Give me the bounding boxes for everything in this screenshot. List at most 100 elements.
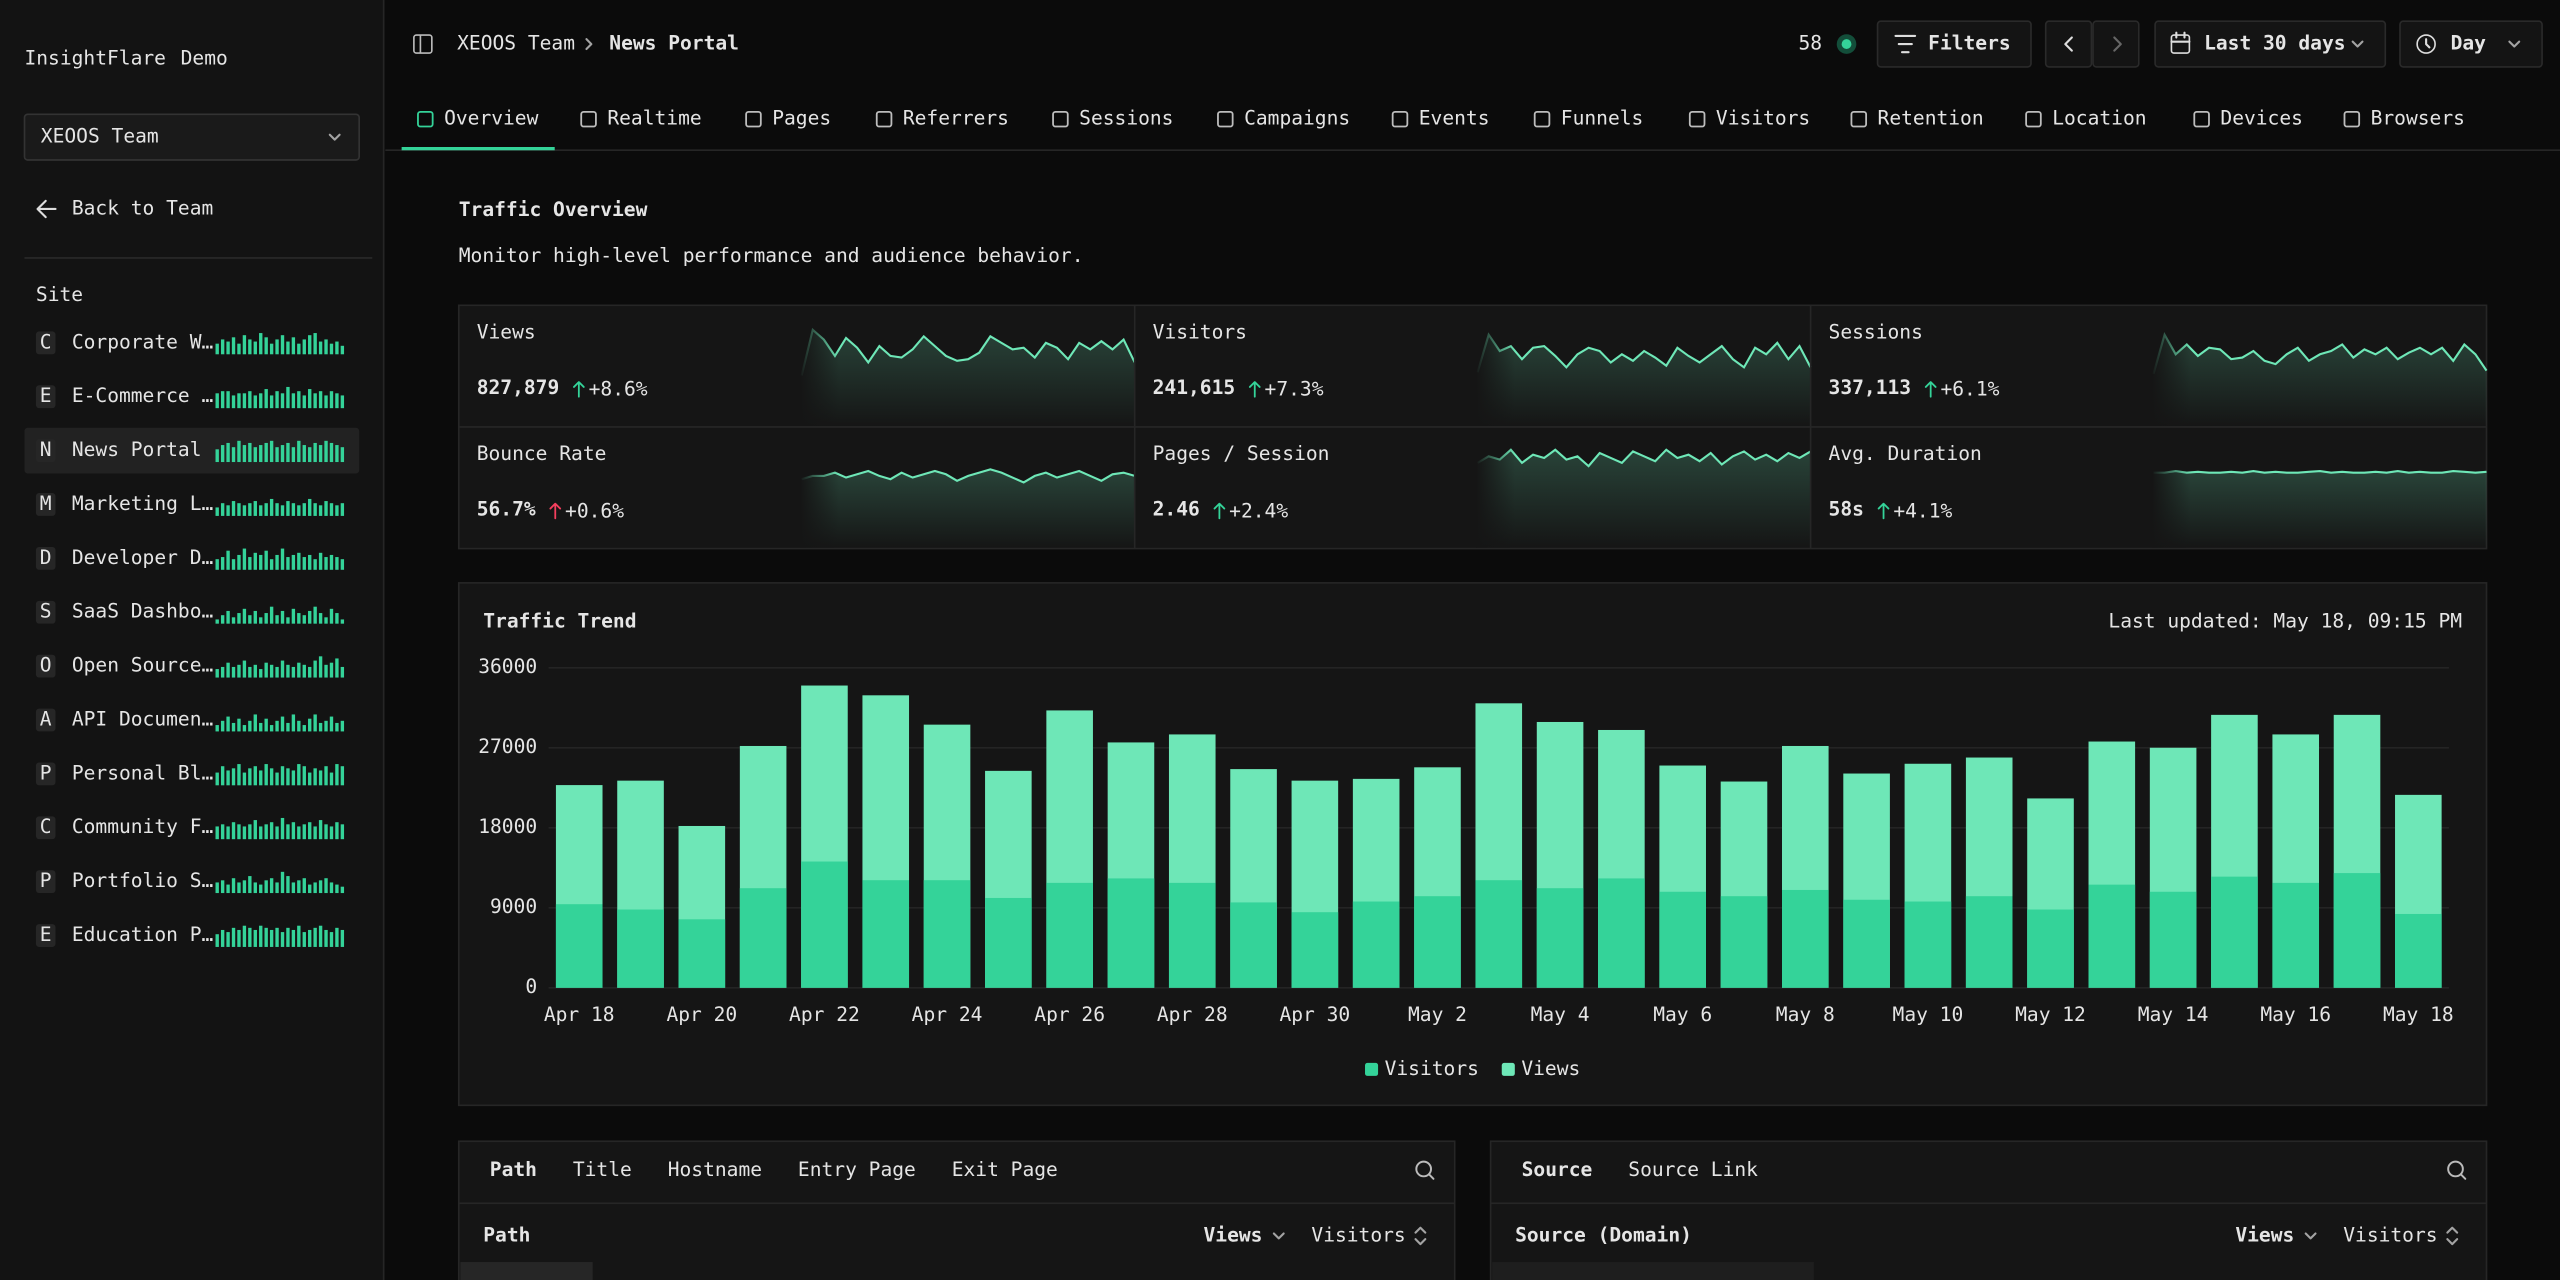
site-name[interactable]: Open Source… — [72, 654, 213, 677]
site-sparkbar — [237, 929, 241, 947]
search-icon[interactable] — [2447, 1160, 2464, 1178]
site-sparkbar — [253, 766, 257, 786]
site-sparkbar — [275, 927, 279, 947]
tab[interactable]: Browsers — [2371, 107, 2465, 130]
site-name[interactable]: Community F… — [72, 815, 213, 838]
range-button[interactable] — [2154, 20, 2387, 68]
site-sparkbar — [215, 772, 219, 786]
tab[interactable]: Funnels — [1561, 107, 1644, 130]
site-sparkbar — [215, 507, 219, 516]
tab[interactable]: Overview — [444, 107, 539, 130]
back-link[interactable]: Back to Team — [72, 196, 213, 219]
panel-row-highlight — [1492, 1262, 1814, 1280]
bar — [1414, 896, 1461, 988]
site-name[interactable]: E-Commerce … — [72, 384, 213, 407]
panel-tab[interactable]: Source Link — [1628, 1158, 1758, 1181]
breadcrumb-team[interactable]: XEOOS Team — [457, 32, 575, 55]
tab[interactable]: Location — [2052, 107, 2146, 130]
site-sparkbar — [242, 335, 247, 355]
site-name[interactable]: Developer D… — [72, 546, 213, 569]
tab[interactable]: Campaigns — [1244, 107, 1350, 130]
site-name[interactable]: News Portal — [72, 438, 202, 461]
site-sparkbar — [280, 548, 285, 570]
bar — [2027, 909, 2074, 988]
site-sparkbar — [302, 395, 306, 409]
tab[interactable]: Devices — [2220, 107, 2303, 130]
tab[interactable]: Visitors — [1716, 107, 1810, 130]
tab-icon — [2343, 110, 2361, 128]
panel-metric[interactable]: Visitors — [2343, 1223, 2437, 1246]
site-name[interactable]: Education P… — [72, 923, 213, 946]
panel-tab[interactable]: Title — [573, 1158, 632, 1181]
site-sparkbar — [237, 664, 241, 678]
site-name[interactable]: Portfolio S… — [72, 869, 213, 892]
search-icon[interactable] — [1415, 1160, 1432, 1178]
site-sparkbar — [253, 929, 257, 947]
kpi-sparkline-area — [2153, 334, 2487, 427]
site-sparkbar — [313, 768, 317, 786]
prev-button[interactable] — [2044, 20, 2093, 68]
site-sparkbar — [253, 501, 257, 516]
clock-icon — [2425, 38, 2431, 49]
site-sparkbar — [340, 395, 345, 409]
filters-button[interactable] — [1876, 20, 2032, 68]
site-name[interactable]: Corporate W… — [72, 330, 213, 353]
site-sparkbar — [226, 662, 230, 678]
bar — [2149, 891, 2197, 988]
panel-tab[interactable]: Path — [490, 1158, 537, 1181]
interval-button[interactable] — [2399, 20, 2543, 68]
legend-swatch — [1365, 1062, 1379, 1076]
site-sparkbar — [280, 393, 285, 409]
site-sparkbar — [313, 442, 317, 463]
site-sparkbar — [253, 447, 257, 463]
tab[interactable]: Referrers — [903, 107, 1009, 130]
site-name[interactable]: Personal Bl… — [72, 761, 213, 784]
panel-metric[interactable]: Views — [1204, 1223, 1263, 1246]
chevron — [2508, 40, 2521, 48]
tab[interactable]: Realtime — [607, 107, 701, 130]
site-sparkbar — [318, 391, 323, 409]
site-sparkbar — [329, 503, 334, 516]
site-sparkbar — [286, 722, 290, 732]
tab[interactable]: Sessions — [1079, 107, 1173, 130]
kpi-sparkline-area — [801, 469, 1135, 549]
site-sparkbar — [220, 339, 225, 355]
kpi-change-arrow — [1877, 502, 1890, 520]
panel-tab[interactable]: Hostname — [668, 1158, 762, 1181]
site-name[interactable]: Marketing L… — [72, 492, 213, 515]
team-select[interactable] — [23, 113, 360, 161]
kpi-label: Bounce Rate — [477, 442, 607, 465]
tab[interactable]: Events — [1419, 107, 1490, 130]
bar — [1352, 901, 1400, 988]
site-sparkbar — [308, 335, 312, 355]
brand-suffix: Demo — [181, 46, 228, 69]
panel-tab[interactable]: Exit Page — [952, 1158, 1058, 1181]
bar — [1168, 882, 1216, 988]
y-tick-label: 27000 — [478, 735, 537, 758]
next-button[interactable] — [2092, 20, 2140, 68]
panel-tab[interactable]: Entry Page — [798, 1158, 916, 1181]
tab[interactable]: Retention — [1878, 107, 1984, 130]
panel-metric[interactable]: Visitors — [1311, 1223, 1405, 1246]
x-tick-label: May 6 — [1653, 1003, 1712, 1026]
site-sparkbar — [286, 386, 290, 409]
site-sparkbar — [335, 764, 339, 786]
panel-tab[interactable]: Source — [1522, 1158, 1593, 1181]
site-sparkbar — [286, 557, 290, 570]
site-sparkbar — [335, 393, 339, 409]
site-sparkbar — [280, 335, 285, 355]
kpi-sparkline-area — [1477, 334, 1811, 427]
site-sparkbar — [259, 722, 263, 732]
y-tick-label: 18000 — [478, 815, 537, 838]
site-sparkbar — [291, 608, 296, 624]
site-sparkbar — [220, 615, 225, 624]
site-name[interactable]: SaaS Dashbo… — [72, 600, 213, 623]
site-sparkbar — [226, 550, 230, 570]
site-sparkbar — [335, 557, 339, 570]
site-name[interactable]: API Documen… — [72, 707, 213, 730]
panel-metric[interactable]: Views — [2235, 1223, 2294, 1246]
sort-icon — [1414, 1226, 1427, 1246]
site-sparkbar — [297, 925, 301, 947]
tab[interactable]: Pages — [772, 107, 831, 130]
site-sparkbar — [280, 871, 285, 894]
